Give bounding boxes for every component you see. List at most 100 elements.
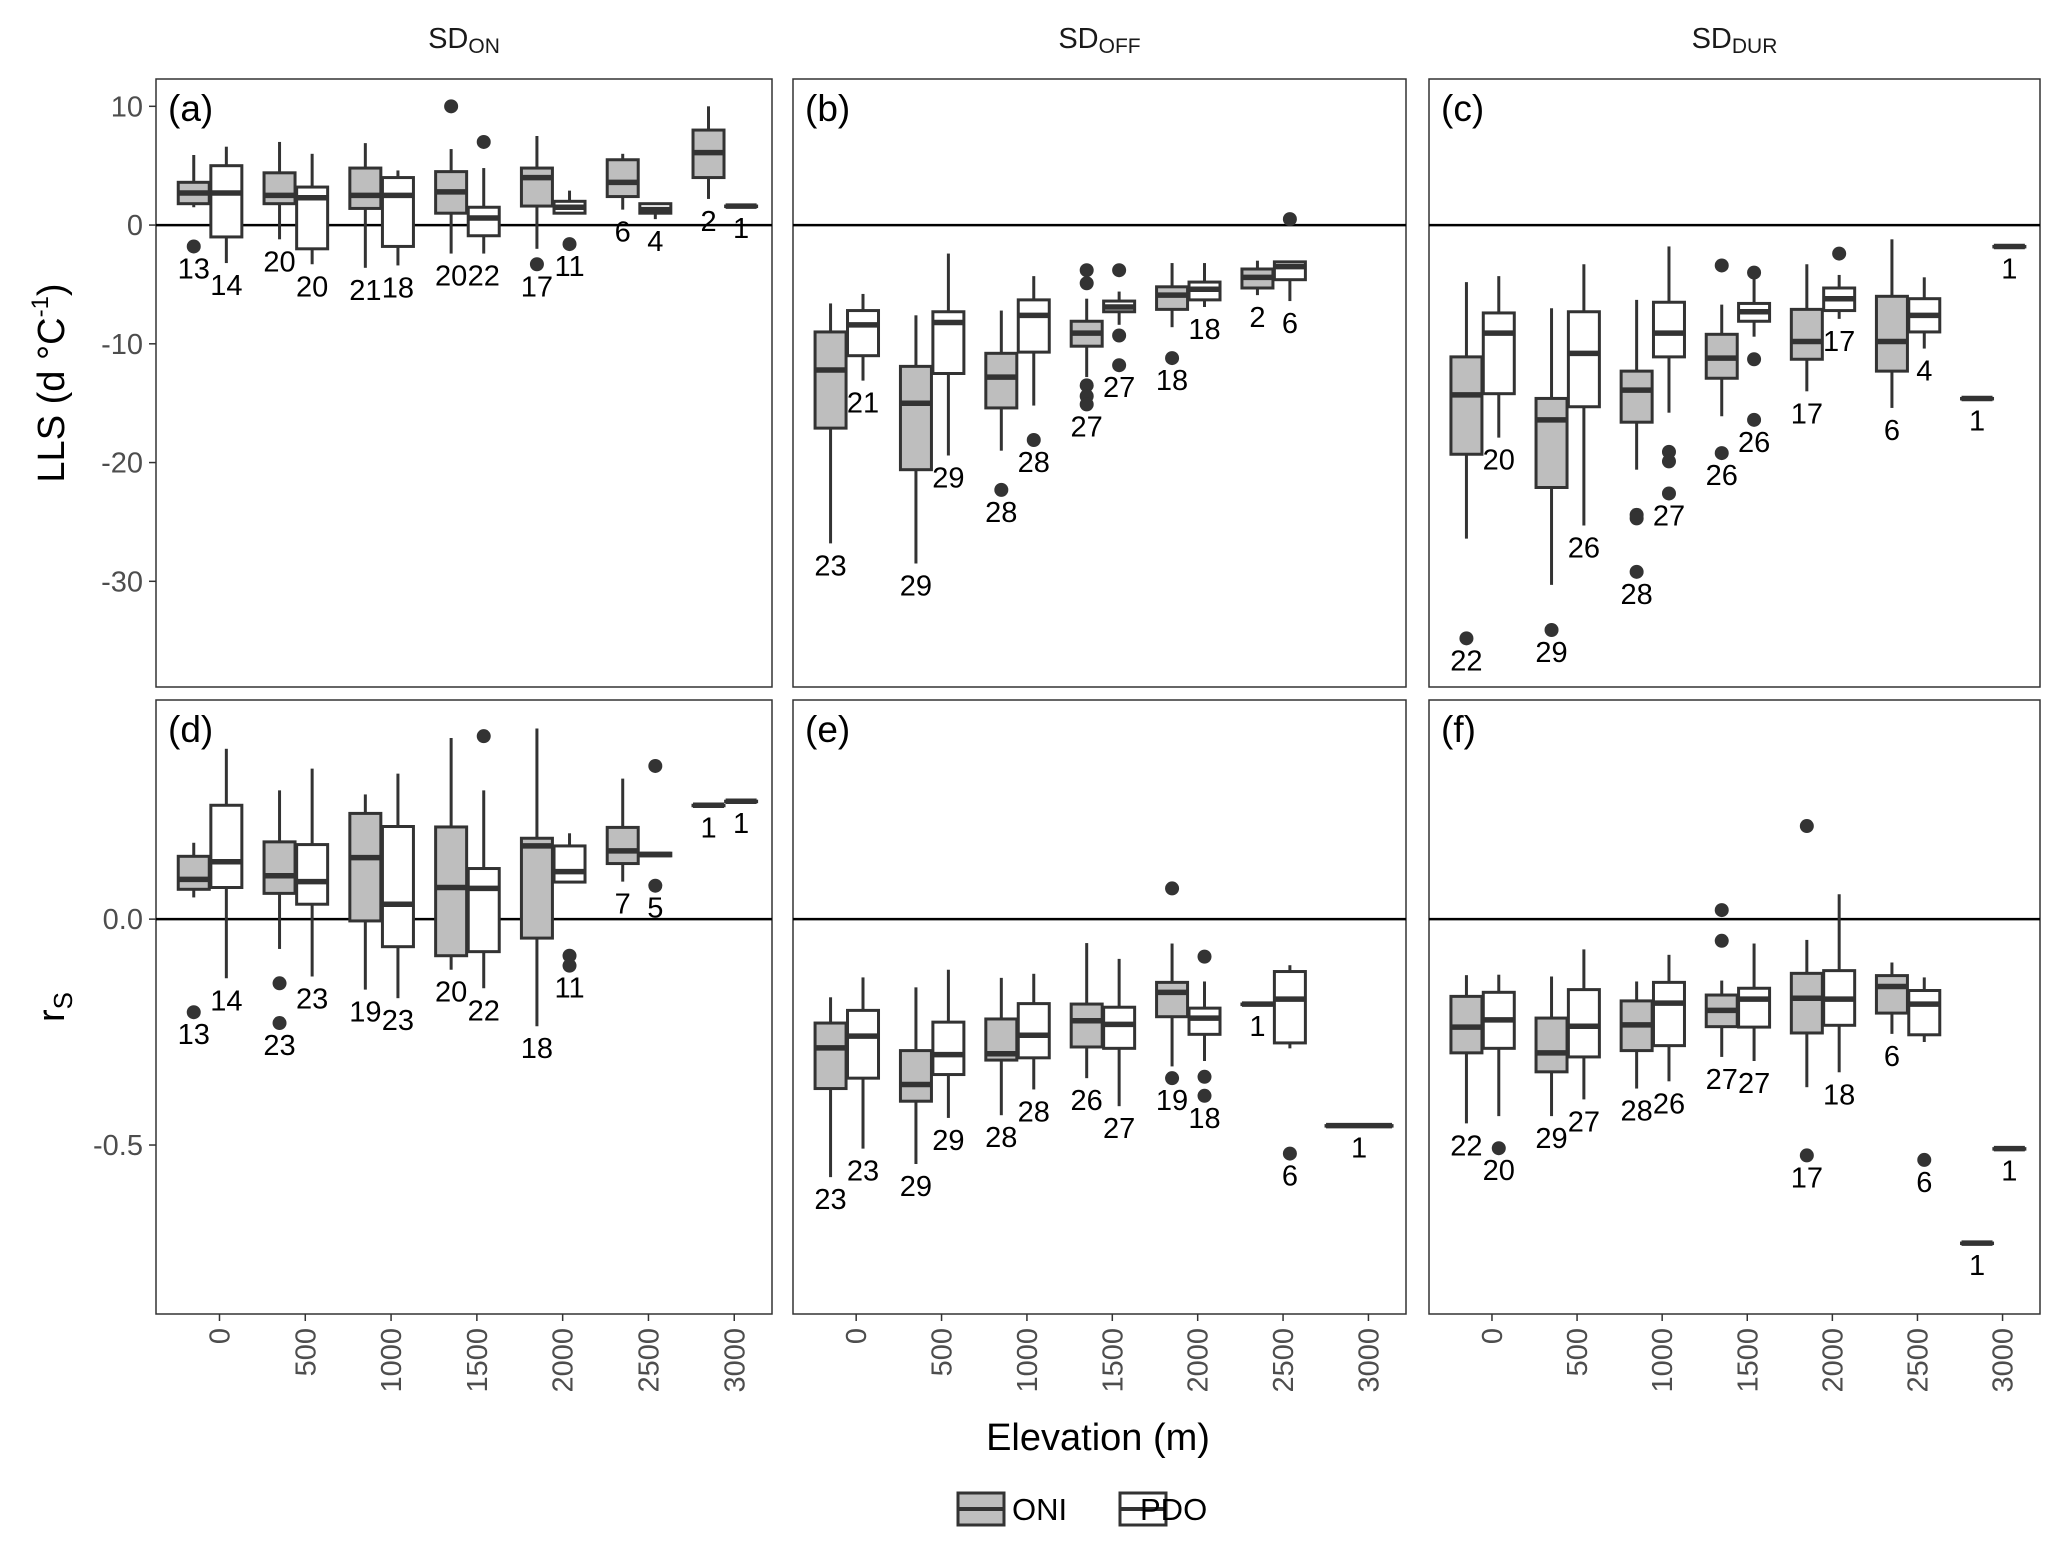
box-pdo: 18 [1187,949,1222,1135]
sample-count-label: 27 [1568,1106,1600,1138]
outlier-point [1832,246,1847,261]
x-tick-label: 1500 [1097,1328,1129,1393]
box-iqr [1187,1006,1222,1036]
sample-count-label: 1 [2001,253,2017,285]
x-tick-label: 0 [1477,1328,1509,1344]
legend-item-pdo: PDO [1118,1491,1207,1527]
box-iqr [931,1020,966,1077]
outlier-point [1282,212,1297,227]
box-pdo: 20 [1481,276,1516,477]
outlier-point [1714,933,1729,948]
outlier-point [1491,1141,1506,1156]
box-iqr [434,825,469,958]
box-pdo: 1 [724,203,759,245]
sample-count-label: 11 [554,973,584,1005]
box-oni: 17 [519,136,554,303]
sample-count-label: 27 [1103,372,1135,404]
box-iqr [209,164,244,239]
box-iqr [466,205,501,238]
outlier-point [1197,1088,1212,1103]
outlier-point [1747,352,1762,367]
sample-count-label: 20 [1483,445,1515,477]
box-pdo: 18 [380,170,415,304]
box-oni: 27 [1069,263,1104,443]
box-pdo: 20 [295,153,330,303]
box-pdo: 14 [209,146,244,302]
box-pdo: 27 [1566,949,1601,1138]
y-axis-title-superscript: -1 [27,296,54,317]
box-iqr [209,803,244,889]
y-tick-label: -0.5 [93,1130,143,1162]
box-iqr [380,825,415,949]
box-iqr [1789,971,1824,1035]
box-pdo: 14 [209,748,244,1017]
sample-count-label: 18 [521,1033,553,1065]
panel-tag: (c) [1441,88,1484,129]
sample-count-label: 13 [178,253,210,285]
box-pdo: 29 [931,253,966,494]
y-axis-title-main: r [31,1009,73,1022]
x-tick-label: 3000 [1988,1328,2020,1393]
x-tick-label: 2500 [633,1328,665,1393]
box-pdo: 6 [1272,212,1307,340]
y-tick-label: -30 [101,566,143,598]
y-axis-title: rS [31,992,78,1022]
box-iqr [1619,369,1654,424]
box-iqr [466,867,501,954]
box-iqr [898,1049,933,1103]
box-iqr [1069,1002,1104,1049]
sample-count-label: 28 [1621,579,1653,611]
box-iqr [1789,307,1824,361]
sample-count-label: 13 [178,1019,210,1051]
x-tick-label: 1500 [1732,1328,1764,1393]
sample-count-label: 20 [435,977,467,1009]
sample-count-label: 2 [700,206,716,238]
y-axis-title-subscript: S [48,992,78,1009]
x-tick-label: 2000 [1817,1328,1849,1393]
sample-count-label: 26 [1568,533,1600,565]
strip-title: SDOFF [1058,23,1140,58]
y-tick-label: 0 [127,210,143,242]
sample-count-label: 26 [1653,1088,1685,1120]
box-iqr [295,843,330,906]
outlier-point [1079,378,1094,393]
box-iqr [605,158,640,199]
strip-title-subscript: OFF [1099,35,1141,58]
box-pdo: 26 [1737,265,1772,459]
sample-count-label: 11 [554,251,584,283]
box-pdo: 23 [380,773,415,1037]
outlier-point [1714,903,1729,918]
x-tick-label: 0 [204,1328,236,1344]
box-pdo: 22 [466,729,501,1027]
outlier-point [562,948,577,963]
box-oni: 29 [898,987,933,1203]
box-iqr [1874,294,1909,373]
sample-count-label: 18 [1156,365,1188,397]
sample-count-label: 28 [1621,1096,1653,1128]
y-axis-title: LLS (d °C-1) [27,283,73,482]
sample-count-label: 1 [733,213,749,245]
outlier-point [444,99,459,114]
x-tick-label: 2000 [548,1328,580,1393]
y-tick-label: -20 [101,448,143,480]
box-pdo: 27 [1102,958,1137,1145]
outlier-point [1112,328,1127,343]
box-pdo: 28 [1016,276,1051,479]
outlier-point [562,237,577,252]
x-tick-label: 1000 [1012,1328,1044,1393]
box-oni: 1 [1240,1001,1275,1043]
strip-title-subscript: DUR [1732,35,1778,58]
box-pdo: 17 [1822,246,1857,358]
sample-count-label: 1 [1969,405,1985,437]
box-iqr [262,840,297,895]
outlier-point [1714,258,1729,273]
panel-border [1428,78,2041,688]
outlier-point [1165,351,1180,366]
sample-count-label: 23 [296,984,328,1016]
outlier-point [1197,949,1212,964]
sample-count-label: 28 [1018,1096,1050,1128]
sample-count-label: 27 [1738,1068,1770,1100]
sample-count-label: 23 [847,1156,879,1188]
